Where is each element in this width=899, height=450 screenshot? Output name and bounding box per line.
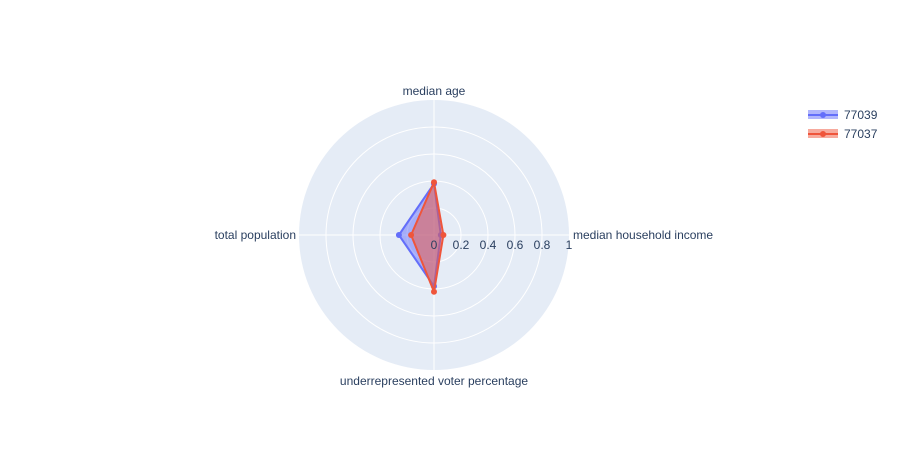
series-layer bbox=[395, 179, 447, 295]
data-point-77037-underrepresented-voter-percentage[interactable] bbox=[431, 288, 437, 295]
legend-label: 77037 bbox=[844, 127, 878, 141]
radial-tick-labels: 0 0.2 0.4 0.6 0.8 1 bbox=[431, 238, 573, 252]
legend-label: 77039 bbox=[844, 108, 878, 122]
radial-tick-label: 1 bbox=[566, 238, 573, 252]
legend-item-77039[interactable]: 77039 bbox=[808, 108, 878, 122]
legend: 77039 77037 bbox=[808, 108, 878, 141]
legend-swatch-marker bbox=[820, 112, 826, 118]
radial-tick-label: 0.4 bbox=[480, 238, 497, 252]
legend-swatch-marker bbox=[820, 131, 826, 137]
axis-label-total-population: total population bbox=[215, 228, 296, 242]
radial-tick-label: 0.8 bbox=[534, 238, 551, 252]
axis-label-underrepresented-voter-percentage: underrepresented voter percentage bbox=[340, 374, 528, 388]
data-point-77037-median-age[interactable] bbox=[431, 179, 437, 186]
data-point-77037-total-population[interactable] bbox=[408, 232, 415, 238]
data-point-77037-median-household-income[interactable] bbox=[440, 232, 447, 238]
axis-label-median-household-income: median household income bbox=[573, 228, 713, 242]
axis-label-median-age: median age bbox=[403, 84, 466, 98]
data-point-77039-total-population[interactable] bbox=[395, 232, 402, 238]
radial-tick-label: 0.2 bbox=[453, 238, 470, 252]
radial-tick-label: 0 bbox=[431, 238, 438, 252]
legend-item-77037[interactable]: 77037 bbox=[808, 127, 878, 141]
radial-tick-label: 0.6 bbox=[507, 238, 524, 252]
